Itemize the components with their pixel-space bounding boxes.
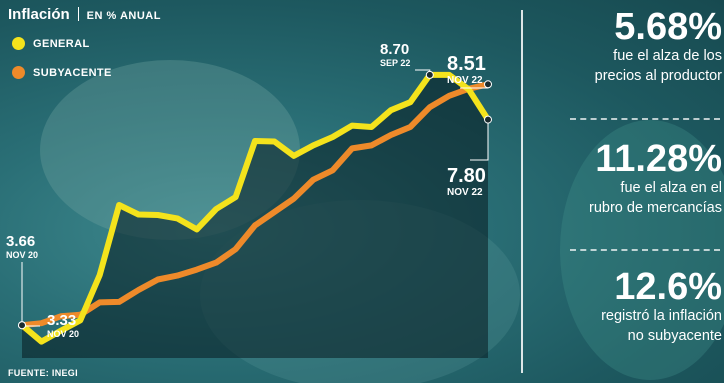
annotation-date: SEP 22	[380, 58, 411, 68]
inflation-line-chart	[18, 69, 492, 359]
chart-subtitle: EN % ANUAL	[86, 10, 161, 22]
annotation-date: NOV 22	[447, 75, 483, 86]
annotation-value: 8.51	[447, 53, 486, 75]
legend-swatch-general	[12, 37, 25, 50]
panel-divider	[521, 10, 523, 373]
stat-value: 5.68%	[614, 6, 722, 48]
stat-block-subyacente: 12.6% registró la inflación no subyacent…	[532, 268, 722, 345]
stat-block-mercancias: 11.28% fue el alza en el rubro de mercan…	[532, 140, 722, 217]
data-point-marker	[425, 70, 434, 79]
legend-label-general: GENERAL	[33, 37, 90, 50]
annotation-value: 7.80	[447, 165, 486, 187]
series-line-subyacente	[19, 81, 491, 329]
annotation-start-subyacente: 3.66 NOV 20	[6, 234, 38, 260]
stat-line: fue el alza de los	[613, 48, 722, 64]
title-separator	[77, 7, 79, 21]
stat-line: precios al productor	[594, 67, 722, 84]
annotation-date: NOV 22	[447, 187, 483, 198]
stat-divider	[570, 249, 720, 251]
stat-value: 12.6%	[614, 266, 722, 308]
stat-divider	[570, 118, 720, 120]
annotation-start-general: 3.33 NOV 20	[47, 313, 79, 339]
legend-label-subyacente: SUBYACENTE	[33, 66, 112, 79]
source-note: FUENTE: INEGI	[8, 368, 78, 378]
data-point-marker	[18, 321, 26, 330]
series-line-general	[19, 71, 491, 345]
annotation-end-general: 7.80 NOV 22	[447, 166, 486, 198]
annotation-leader-line	[470, 119, 489, 161]
annotation-date: NOV 20	[6, 250, 39, 260]
chart-title: Inflación	[8, 6, 70, 23]
annotation-value: 3.33	[47, 312, 77, 329]
annotation-value: 8.70	[380, 41, 410, 58]
annotation-date: NOV 20	[47, 329, 80, 339]
legend-item-subyacente: SUBYACENTE	[12, 66, 112, 79]
data-point-marker	[484, 115, 492, 124]
annotation-end-subyacente: 8.51 NOV 22	[447, 54, 486, 86]
chart-header: Inflación EN % ANUAL	[8, 6, 161, 24]
annotation-peak-general: 8.70 SEP 22	[380, 42, 410, 68]
legend-item-general: GENERAL	[12, 37, 90, 50]
stat-line: rubro de mercancías	[589, 199, 722, 216]
annotation-value: 3.66	[6, 233, 36, 250]
stat-value: 11.28%	[595, 138, 722, 180]
stat-line: no subyacente	[627, 327, 722, 344]
legend-swatch-subyacente	[12, 66, 25, 79]
stat-block-productor: 5.68% fue el alza de los precios al prod…	[532, 8, 722, 85]
data-point-marker	[484, 80, 492, 89]
stat-line: registró la inflación	[601, 308, 722, 324]
stat-line: fue el alza en el	[620, 180, 722, 196]
